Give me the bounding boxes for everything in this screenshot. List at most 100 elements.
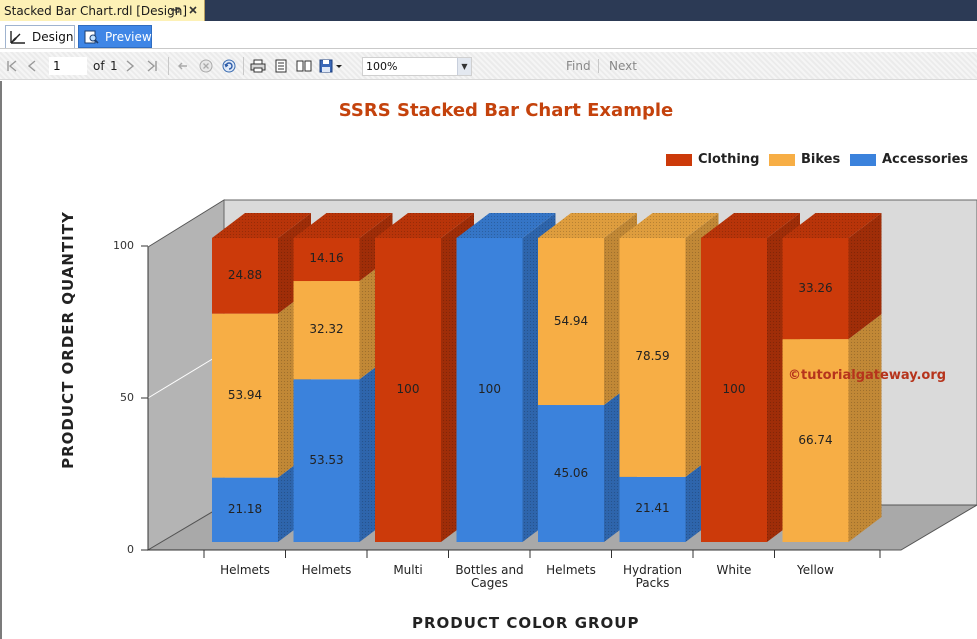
watermark: ©tutorialgateway.org: [788, 368, 947, 383]
legend-item-bikes: Bikes: [769, 152, 840, 167]
bar-top-texture: [701, 213, 800, 238]
x-tick-label: Yellow: [797, 563, 834, 577]
x-tick-label: White: [716, 563, 752, 577]
export-icon[interactable]: [318, 58, 344, 74]
ticks-layer: [141, 245, 881, 558]
x-tick-label: Hydration Packs: [622, 563, 682, 590]
close-icon[interactable]: [186, 3, 200, 17]
bars-layer: [212, 212, 882, 542]
last-page-icon[interactable]: [145, 58, 159, 74]
bar-front-face: [538, 238, 604, 406]
x-tick-label: Helmets: [546, 563, 596, 577]
data-label: 32.32: [309, 322, 344, 337]
gridline-50: [147, 351, 225, 399]
zoom-select[interactable]: 100% ▼: [362, 57, 472, 76]
data-label: 100: [396, 382, 420, 396]
bar-front-face: [782, 339, 849, 542]
previous-page-icon[interactable]: [25, 58, 39, 74]
tab-design-label: Design: [32, 30, 74, 44]
bar-front-face: [456, 238, 523, 542]
data-label: 53.53: [309, 452, 344, 467]
bar-segment-bikes: [782, 314, 882, 542]
print-layout-icon[interactable]: [273, 58, 289, 74]
x-tick-label: Helmets: [301, 563, 352, 577]
bar-front-face: [375, 238, 441, 542]
document-tab-strip: Stacked Bar Chart.rdl [Design]: [0, 0, 977, 21]
y-tick-label: 100: [113, 239, 134, 252]
bar-top-texture: [619, 213, 719, 238]
legend-swatch: [850, 153, 876, 166]
page-total: 1: [110, 59, 118, 73]
y-tick-label: 50: [120, 391, 134, 404]
next-page-icon[interactable]: [123, 58, 137, 74]
bar-front-face: [212, 238, 278, 314]
legend-item-accessories: Accessories: [850, 152, 968, 167]
stop-icon[interactable]: [198, 58, 214, 74]
tab-design[interactable]: Design: [5, 25, 75, 48]
x-tick-label: Helmets: [220, 563, 270, 577]
bar-front-face: [701, 238, 767, 542]
page-of-label: of: [93, 59, 105, 73]
tab-preview[interactable]: Preview: [78, 25, 152, 48]
data-label: 78.59: [635, 349, 670, 364]
legend-swatch: [769, 153, 795, 166]
page-setup-icon[interactable]: [296, 58, 312, 74]
chart-title: SSRS Stacked Bar Chart Example: [338, 100, 674, 121]
bar-side-texture: [848, 314, 882, 542]
document-tab[interactable]: Stacked Bar Chart.rdl [Design]: [0, 0, 205, 21]
data-label: 24.88: [227, 267, 263, 282]
bar-top-texture: [456, 213, 556, 238]
data-label: 100: [722, 382, 746, 396]
legend-label: Bikes: [801, 152, 841, 167]
bar-front-face: [782, 238, 849, 340]
print-icon[interactable]: [250, 58, 266, 74]
data-label: 33.26: [798, 280, 833, 295]
find-button[interactable]: Find: [566, 59, 591, 73]
document-tab-title: Stacked Bar Chart.rdl [Design]: [4, 3, 188, 18]
x-tick-label: Multi: [393, 563, 423, 577]
bar-front-face: [212, 477, 278, 542]
data-label: 45.06: [553, 465, 589, 480]
bar-top-texture: [375, 213, 474, 238]
pin-icon[interactable]: [168, 3, 182, 17]
chart-plot-area: [141, 199, 977, 558]
bar-top-texture: [293, 212, 393, 238]
current-page-input[interactable]: 1: [49, 57, 87, 75]
x-axis-title: PRODUCT COLOR GROUP: [412, 614, 640, 632]
data-label: 100: [478, 382, 501, 396]
toolbar-separator: [243, 57, 244, 75]
preview-icon: [83, 30, 99, 44]
refresh-icon[interactable]: [221, 58, 237, 74]
design-icon: [10, 30, 26, 44]
toolbar-separator: [598, 59, 599, 73]
bar-top-texture: [212, 213, 311, 238]
bar-front-face: [619, 238, 686, 477]
y-tick-label: 0: [127, 543, 134, 556]
first-page-icon[interactable]: [5, 58, 19, 74]
bar-side-texture: [848, 213, 882, 340]
data-label: 54.94: [553, 313, 589, 328]
report-toolbar: 1 of 1 100%: [0, 52, 977, 80]
zoom-value: 100%: [366, 60, 398, 73]
legend-label: Accessories: [882, 152, 969, 167]
bar-top-texture: [538, 213, 637, 238]
bar-front-face: [212, 313, 278, 478]
legend-swatch: [666, 153, 692, 166]
x-tick-label: Bottles and Cages: [455, 563, 524, 590]
back-icon[interactable]: [176, 58, 190, 74]
data-label: 53.94: [227, 387, 263, 402]
chevron-down-icon[interactable]: ▼: [457, 58, 471, 75]
bar-front-face: [293, 281, 360, 380]
toolbar-separator: [168, 57, 169, 75]
tab-preview-label: Preview: [105, 29, 152, 44]
next-button[interactable]: Next: [609, 59, 637, 73]
view-tab-bar: Design Preview: [0, 22, 977, 49]
bar-front-face: [619, 476, 686, 542]
data-label: 21.18: [227, 501, 263, 516]
bar-front-face: [293, 379, 360, 542]
bar-top-texture: [782, 213, 882, 238]
bar-front-face: [293, 237, 360, 282]
data-label: 66.74: [798, 432, 833, 447]
bar-front-face: [538, 405, 604, 542]
